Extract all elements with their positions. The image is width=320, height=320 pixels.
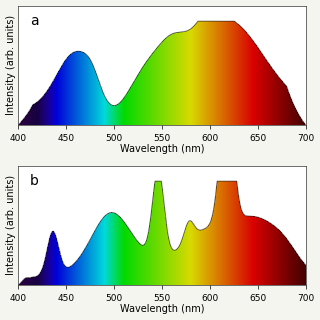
Y-axis label: Intensity (arb. units): Intensity (arb. units) <box>5 175 16 275</box>
X-axis label: Wavelength (nm): Wavelength (nm) <box>120 144 204 155</box>
Y-axis label: Intensity (arb. units): Intensity (arb. units) <box>5 15 16 115</box>
Text: b: b <box>30 174 39 188</box>
Text: a: a <box>30 14 38 28</box>
X-axis label: Wavelength (nm): Wavelength (nm) <box>120 304 204 315</box>
